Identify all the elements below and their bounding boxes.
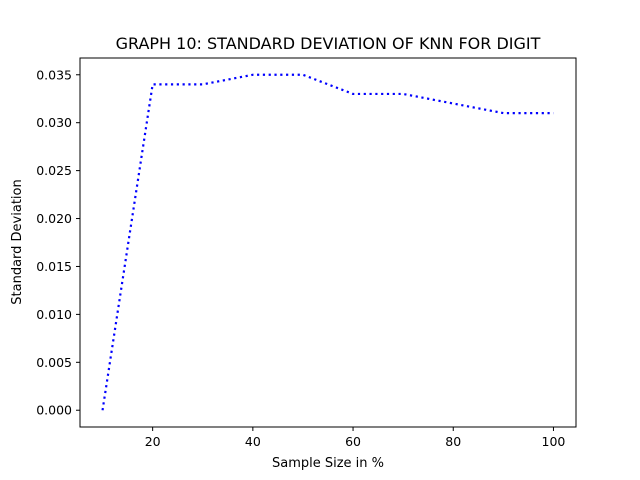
y-tick-label: 0.030 xyxy=(36,115,72,130)
series-line xyxy=(101,73,554,411)
x-axis-label: Sample Size in % xyxy=(272,456,384,471)
y-tick-label: 0.035 xyxy=(36,67,72,82)
y-tick-label: 0.005 xyxy=(36,355,72,370)
axes: 20 40 60 80 100 0.000 0.005 0.010 0.015 0.020 0.02… xyxy=(36,57,577,449)
x-tick-label: 80 xyxy=(445,434,461,449)
y-tick-label: 0.015 xyxy=(36,259,72,274)
y-tick-label: 0.020 xyxy=(36,211,72,226)
plot-area xyxy=(101,73,554,411)
y-tick-label: 0.010 xyxy=(36,307,72,322)
axes-frame xyxy=(79,57,577,428)
y-tick-label: 0.025 xyxy=(36,163,72,178)
x-tick-label: 60 xyxy=(345,434,361,449)
y-tick-label: 0.000 xyxy=(36,403,72,418)
x-tick-label: 40 xyxy=(245,434,261,449)
chart-title: GRAPH 10: STANDARD DEVIATION OF KNN FOR … xyxy=(116,34,541,53)
x-tick-label: 100 xyxy=(542,434,566,449)
y-axis-label: Standard Deviation xyxy=(10,179,25,304)
x-tick-label: 20 xyxy=(145,434,161,449)
